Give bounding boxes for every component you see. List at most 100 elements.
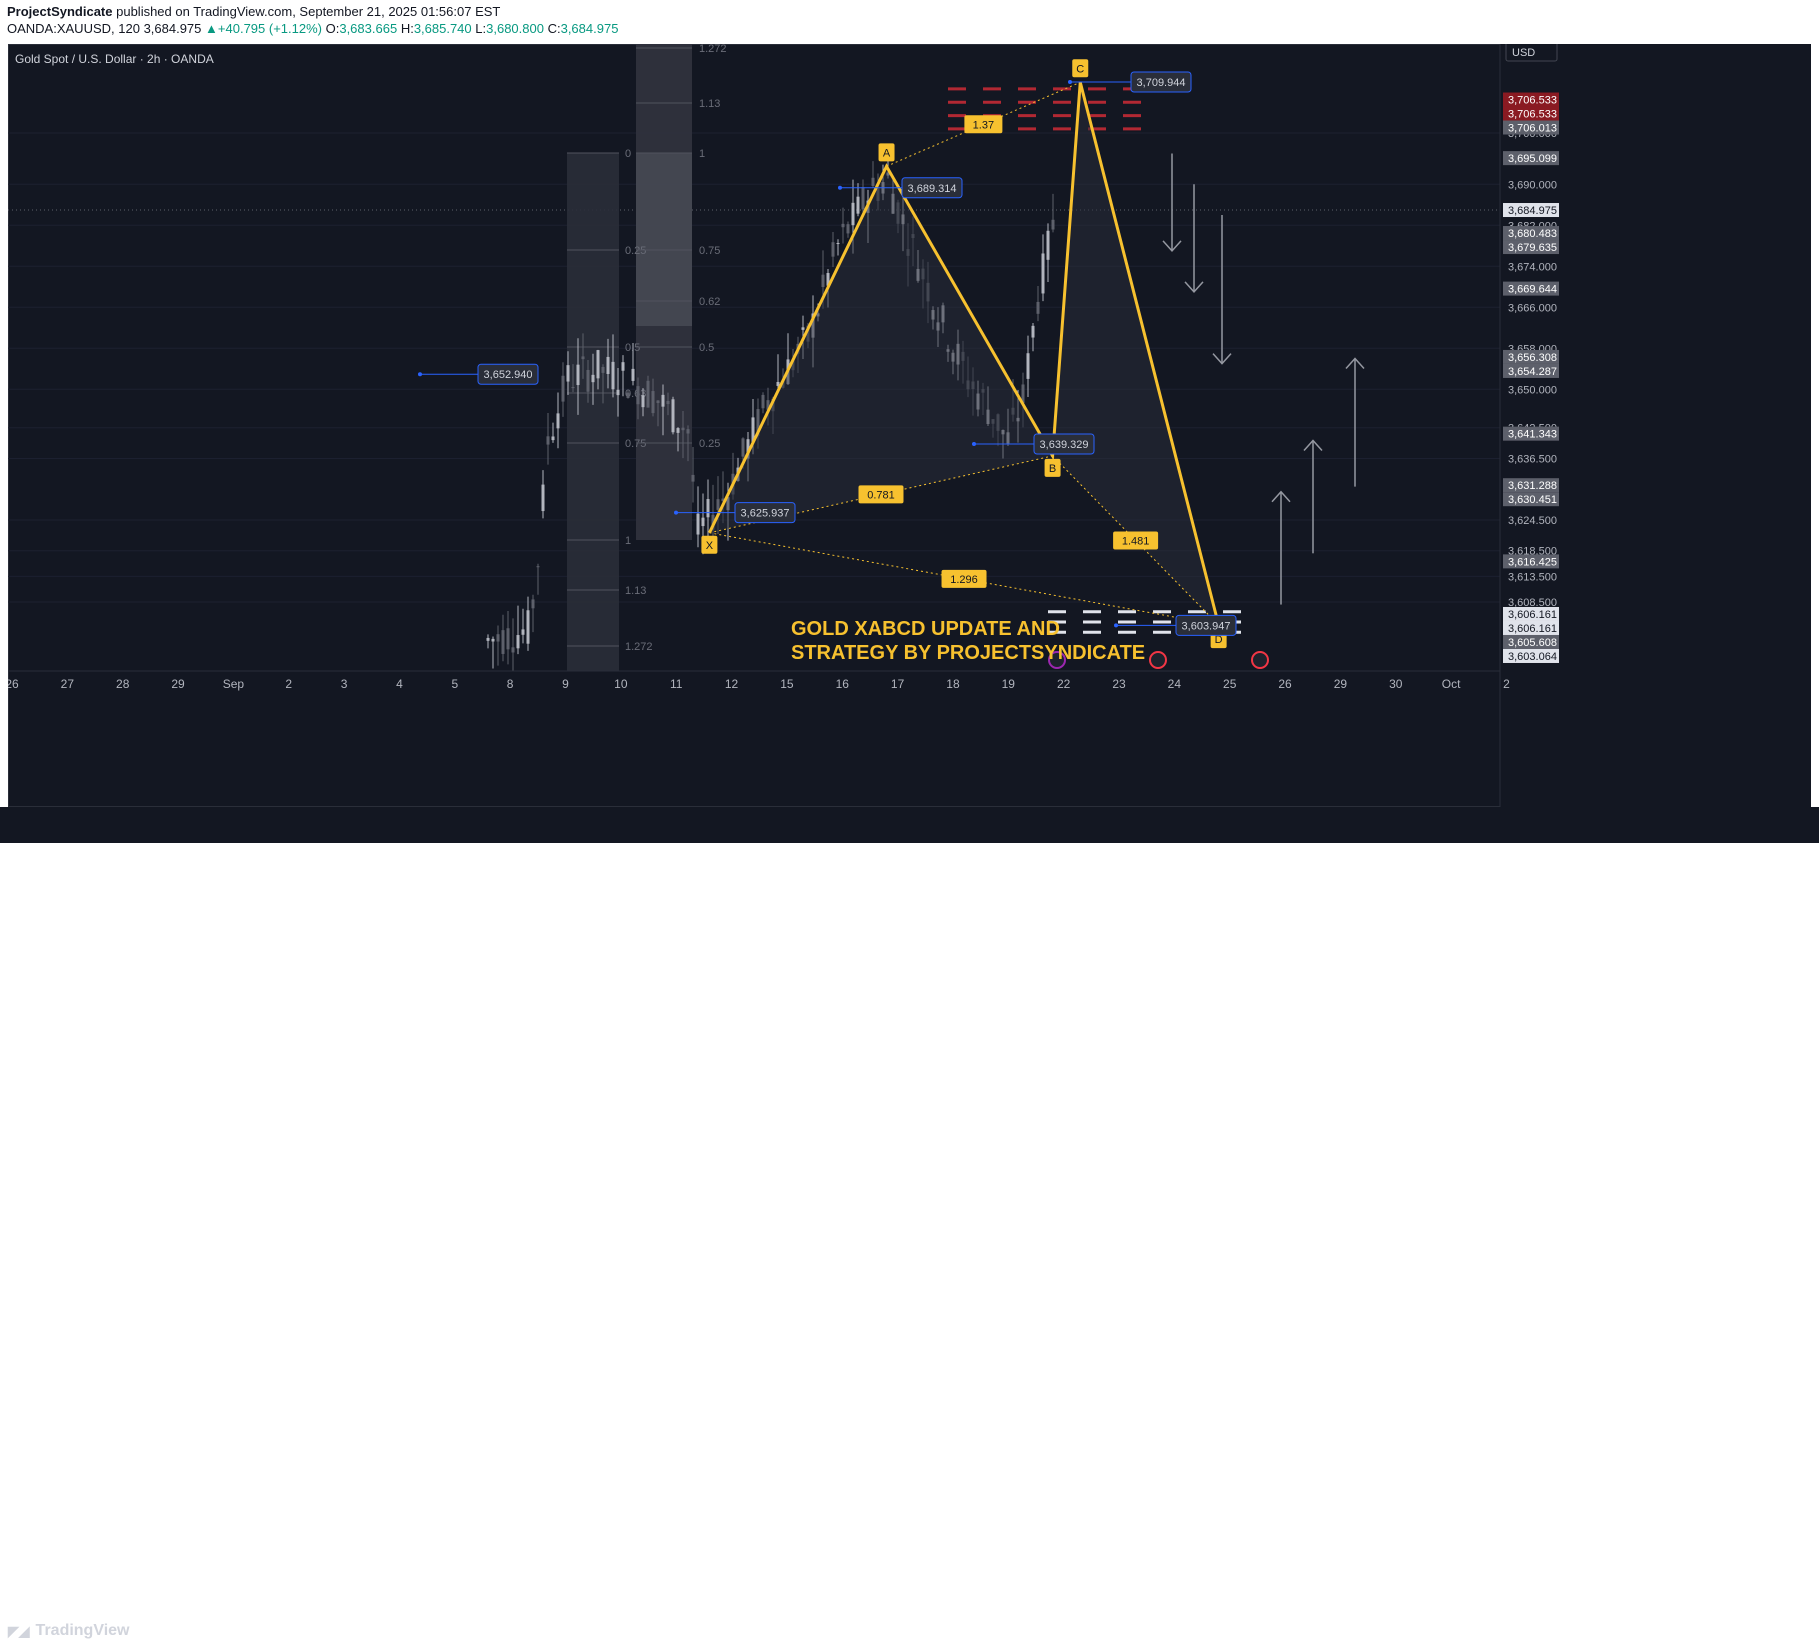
price-tag (1503, 151, 1559, 166)
candle-body (691, 474, 695, 482)
candle-body (591, 374, 595, 383)
candle-body (601, 366, 605, 373)
high-value: 3,685.740 (413, 21, 472, 36)
candle-body (616, 389, 620, 396)
price-tag (1503, 120, 1559, 135)
fib-level-label: 1.272 (699, 44, 727, 55)
candle-body (676, 428, 680, 433)
candle-body (561, 375, 565, 402)
candle-body (656, 400, 660, 404)
xabcd-pattern[interactable]: 0.781 1.37 1.481 1.296 X A B C D (701, 59, 1227, 649)
last-price: 3,684.975 (143, 21, 202, 36)
candle-body (611, 361, 615, 390)
publication-header: ProjectSyndicate published on TradingVie… (0, 0, 1819, 44)
ratio-label-box (964, 115, 1003, 134)
point-label-a: A (883, 147, 891, 159)
price-tag (1503, 426, 1559, 441)
arrow-head (1184, 281, 1204, 294)
time-tick-label: 8 (507, 677, 514, 691)
grid (8, 132, 1500, 603)
time-tick-label: 15 (780, 677, 794, 691)
chart-canvas[interactable]: 0 0.25 0.5 0.63 0.75 1 1.13 1.272 1.272 1.13 1 0.75… (8, 44, 1811, 807)
candle-body (636, 386, 640, 405)
callout-box (1033, 433, 1095, 455)
ratio-label-box (941, 569, 987, 588)
candle-body (826, 273, 830, 286)
price-tag-label: 3,616.425 (1508, 556, 1557, 568)
arrow-head (1303, 439, 1323, 452)
fib-level-label: 1.13 (625, 585, 646, 597)
candle-body (856, 196, 860, 214)
callout-dot (1068, 80, 1072, 85)
candle-body (496, 634, 500, 642)
time-tick-label: 23 (1112, 677, 1126, 691)
callout-value: 3,639.329 (1040, 439, 1089, 451)
time-tick-label: 19 (1002, 677, 1016, 691)
publisher-name[interactable]: ProjectSyndicate (7, 4, 113, 19)
callout-dot (1114, 623, 1118, 628)
price-tag (1503, 363, 1559, 378)
fib-level-label: 1 (625, 535, 631, 547)
time-tick-label: 2 (1503, 677, 1510, 691)
time-tick-label: Sep (223, 677, 245, 691)
price-tick-label: 3,624.500 (1508, 515, 1557, 527)
close-value: 3,684.975 (560, 21, 619, 36)
point-label-box (701, 535, 718, 554)
tradingview-logo[interactable]: ◤◢ TradingView (8, 1622, 130, 1640)
candle-body (681, 427, 685, 431)
candle-body (626, 392, 630, 399)
price-tick-label: 3,674.000 (1508, 261, 1557, 273)
price-tag (1503, 606, 1559, 621)
low-value: 3,680.800 (486, 21, 544, 36)
time-tick-label: 28 (116, 677, 130, 691)
price-tag (1503, 226, 1559, 241)
candle-body (576, 364, 580, 386)
us-flag-icon (1251, 651, 1269, 669)
time-axis: 26 27 28 29 Sep 2 3 4 5 8 9 10 11 12 15 16 17 18 19 22 23 24 2… (8, 670, 1510, 691)
candle-body (751, 417, 755, 443)
ratio-label-box (858, 485, 904, 504)
bcd-triangle (1052, 82, 1219, 626)
point-label-x: X (706, 540, 714, 552)
candle-body (521, 629, 525, 635)
candle-body (606, 356, 610, 374)
fib-zone-left (567, 153, 619, 671)
brand-name: TradingView (35, 1622, 130, 1639)
candle-body (1051, 219, 1055, 230)
price-tick-label: 3,613.500 (1508, 571, 1557, 583)
price-tag-label: 3,680.483 (1508, 228, 1557, 240)
callout-value: 3,652.940 (484, 369, 533, 381)
fib-level-label: 0.5 (699, 342, 714, 354)
event-markers (1048, 651, 1269, 669)
point-label-box (878, 143, 895, 162)
callout-box (1175, 614, 1237, 636)
xabcd-ratio-line (709, 532, 1219, 626)
candle-body (491, 638, 495, 642)
point-label-b: B (1049, 463, 1056, 475)
price-tick-label: 3,650.000 (1508, 384, 1557, 396)
candle-body (696, 513, 700, 535)
point-label-box (1072, 59, 1089, 78)
candle-body (596, 350, 600, 379)
candle-body (571, 386, 575, 389)
callout-dot (674, 510, 678, 515)
candle-body (621, 362, 625, 371)
price-tag-label: 3,706.013 (1508, 123, 1557, 135)
price-tag (1503, 492, 1559, 507)
candle-body (831, 242, 835, 257)
callout-value: 3,625.937 (741, 508, 790, 520)
published-text: published on TradingView.com, September … (112, 4, 501, 19)
price-tag-label: 3,669.644 (1508, 284, 1557, 296)
candle-body (801, 327, 805, 330)
chart-title: Gold Spot / U.S. Dollar · 2h · OANDA (15, 52, 214, 66)
candle-body (666, 400, 670, 405)
price-tag-label: 3,695.099 (1508, 153, 1557, 165)
time-tick-label: 10 (614, 677, 628, 691)
price-tag-label: 3,679.635 (1508, 242, 1557, 254)
price-tag-label: 3,606.161 (1508, 623, 1557, 635)
candle-body (1031, 325, 1035, 338)
annotation-title-line1: GOLD XABCD UPDATE AND (791, 618, 1060, 640)
fib-level-label: 0.25 (625, 245, 646, 257)
candle-body (1046, 230, 1050, 260)
point-label-d: D (1215, 634, 1223, 646)
